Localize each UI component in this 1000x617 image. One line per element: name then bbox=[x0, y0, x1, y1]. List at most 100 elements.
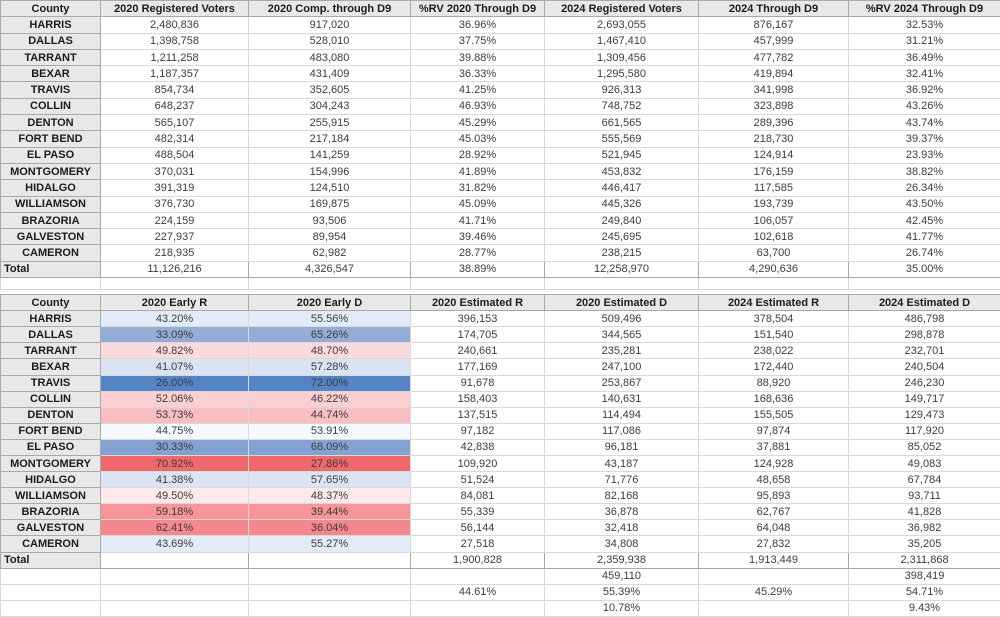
summary-value-cell[interactable] bbox=[100, 567, 249, 585]
data-cell[interactable]: 31.82% bbox=[410, 179, 545, 197]
data-cell[interactable]: 89,954 bbox=[248, 228, 411, 246]
total-value-cell[interactable] bbox=[100, 551, 249, 569]
data-cell[interactable]: 370,031 bbox=[100, 162, 249, 181]
data-cell[interactable]: 26.74% bbox=[848, 244, 1000, 262]
data-cell[interactable]: 62.41% bbox=[100, 519, 249, 537]
county-cell[interactable]: TRAVIS bbox=[0, 374, 101, 392]
column-header[interactable]: 2024 Estimated D bbox=[848, 294, 1000, 312]
summary-value-cell[interactable] bbox=[410, 567, 545, 585]
data-cell[interactable]: 41,828 bbox=[848, 503, 1000, 521]
data-cell[interactable]: 55.56% bbox=[248, 310, 411, 328]
data-cell[interactable]: 227,937 bbox=[100, 228, 249, 246]
data-cell[interactable]: 71,776 bbox=[544, 471, 699, 489]
data-cell[interactable]: 88,920 bbox=[698, 374, 849, 392]
data-cell[interactable]: 238,215 bbox=[544, 244, 699, 262]
data-cell[interactable]: 57.65% bbox=[248, 471, 411, 489]
total-value-cell[interactable]: 4,326,547 bbox=[248, 260, 411, 279]
data-cell[interactable]: 1,295,580 bbox=[544, 65, 699, 83]
data-cell[interactable]: 124,510 bbox=[248, 179, 411, 197]
data-cell[interactable]: 27,832 bbox=[698, 535, 849, 553]
data-cell[interactable]: 49,083 bbox=[848, 454, 1000, 473]
data-cell[interactable]: 298,878 bbox=[848, 326, 1000, 344]
data-cell[interactable]: 96,181 bbox=[544, 438, 699, 456]
data-cell[interactable]: 376,730 bbox=[100, 195, 249, 213]
county-cell[interactable]: HARRIS bbox=[0, 310, 101, 328]
column-header[interactable]: %RV 2020 Through D9 bbox=[410, 0, 545, 18]
data-cell[interactable]: 158,403 bbox=[410, 390, 545, 408]
total-value-cell[interactable]: 12,258,970 bbox=[544, 260, 699, 279]
data-cell[interactable]: 43.74% bbox=[848, 114, 1000, 132]
data-cell[interactable]: 232,701 bbox=[848, 342, 1000, 360]
summary-value-cell[interactable] bbox=[248, 599, 411, 617]
data-cell[interactable]: 36,878 bbox=[544, 503, 699, 521]
data-cell[interactable]: 117,920 bbox=[848, 422, 1000, 440]
data-cell[interactable]: 1,211,258 bbox=[100, 48, 249, 67]
data-cell[interactable]: 28.92% bbox=[410, 146, 545, 164]
county-cell[interactable]: HARRIS bbox=[0, 16, 101, 34]
data-cell[interactable]: 65.26% bbox=[248, 326, 411, 344]
column-header[interactable]: 2020 Early D bbox=[248, 294, 411, 312]
total-value-cell[interactable]: 2,359,938 bbox=[544, 551, 699, 569]
data-cell[interactable]: 42,838 bbox=[410, 438, 545, 456]
data-cell[interactable]: 41.71% bbox=[410, 211, 545, 230]
column-header[interactable]: 2020 Registered Voters bbox=[100, 0, 249, 18]
column-header[interactable]: County bbox=[0, 294, 101, 312]
summary-value-cell[interactable]: 45.29% bbox=[698, 583, 849, 601]
data-cell[interactable]: 253,867 bbox=[544, 374, 699, 392]
data-cell[interactable]: 446,417 bbox=[544, 179, 699, 197]
county-cell[interactable]: GALVESTON bbox=[0, 519, 101, 537]
county-cell[interactable]: EL PASO bbox=[0, 438, 101, 456]
data-cell[interactable]: 528,010 bbox=[248, 32, 411, 50]
county-cell[interactable]: BEXAR bbox=[0, 65, 101, 83]
data-cell[interactable]: 304,243 bbox=[248, 97, 411, 116]
county-cell[interactable]: GALVESTON bbox=[0, 228, 101, 246]
data-cell[interactable]: 249,840 bbox=[544, 211, 699, 230]
empty-cell[interactable] bbox=[698, 278, 849, 291]
data-cell[interactable]: 124,914 bbox=[698, 146, 849, 164]
column-header[interactable]: 2024 Registered Voters bbox=[544, 0, 699, 18]
data-cell[interactable]: 218,730 bbox=[698, 130, 849, 148]
data-cell[interactable]: 70.92% bbox=[100, 454, 249, 473]
data-cell[interactable]: 2,693,055 bbox=[544, 16, 699, 34]
empty-cell[interactable] bbox=[0, 567, 101, 585]
data-cell[interactable]: 85,052 bbox=[848, 438, 1000, 456]
data-cell[interactable]: 36.49% bbox=[848, 48, 1000, 67]
data-cell[interactable]: 36.96% bbox=[410, 16, 545, 34]
empty-cell[interactable] bbox=[0, 278, 101, 291]
data-cell[interactable]: 876,167 bbox=[698, 16, 849, 34]
data-cell[interactable]: 141,259 bbox=[248, 146, 411, 164]
data-cell[interactable]: 26.34% bbox=[848, 179, 1000, 197]
summary-value-cell[interactable] bbox=[100, 583, 249, 601]
county-cell[interactable]: DENTON bbox=[0, 406, 101, 424]
data-cell[interactable]: 42.45% bbox=[848, 211, 1000, 230]
data-cell[interactable]: 46.22% bbox=[248, 390, 411, 408]
data-cell[interactable]: 218,935 bbox=[100, 244, 249, 262]
county-cell[interactable]: FORT BEND bbox=[0, 422, 101, 440]
empty-cell[interactable] bbox=[0, 583, 101, 601]
data-cell[interactable]: 247,100 bbox=[544, 358, 699, 376]
data-cell[interactable]: 53.73% bbox=[100, 406, 249, 424]
total-label-cell[interactable]: Total bbox=[0, 260, 101, 279]
county-cell[interactable]: HIDALGO bbox=[0, 179, 101, 197]
county-cell[interactable]: CAMERON bbox=[0, 244, 101, 262]
data-cell[interactable]: 457,999 bbox=[698, 32, 849, 50]
data-cell[interactable]: 41.77% bbox=[848, 228, 1000, 246]
data-cell[interactable]: 49.82% bbox=[100, 342, 249, 360]
data-cell[interactable]: 344,565 bbox=[544, 326, 699, 344]
data-cell[interactable]: 46.93% bbox=[410, 97, 545, 116]
data-cell[interactable]: 82,168 bbox=[544, 487, 699, 505]
data-cell[interactable]: 49.50% bbox=[100, 487, 249, 505]
column-header[interactable]: 2020 Estimated R bbox=[410, 294, 545, 312]
data-cell[interactable]: 486,798 bbox=[848, 310, 1000, 328]
county-cell[interactable]: COLLIN bbox=[0, 97, 101, 116]
summary-value-cell[interactable]: 54.71% bbox=[848, 583, 1000, 601]
summary-value-cell[interactable] bbox=[248, 583, 411, 601]
data-cell[interactable]: 255,915 bbox=[248, 114, 411, 132]
data-cell[interactable]: 51,524 bbox=[410, 471, 545, 489]
data-cell[interactable]: 2,480,836 bbox=[100, 16, 249, 34]
empty-cell[interactable] bbox=[0, 599, 101, 617]
data-cell[interactable]: 41.38% bbox=[100, 471, 249, 489]
summary-value-cell[interactable]: 398,419 bbox=[848, 567, 1000, 585]
data-cell[interactable]: 37,881 bbox=[698, 438, 849, 456]
data-cell[interactable]: 27,518 bbox=[410, 535, 545, 553]
